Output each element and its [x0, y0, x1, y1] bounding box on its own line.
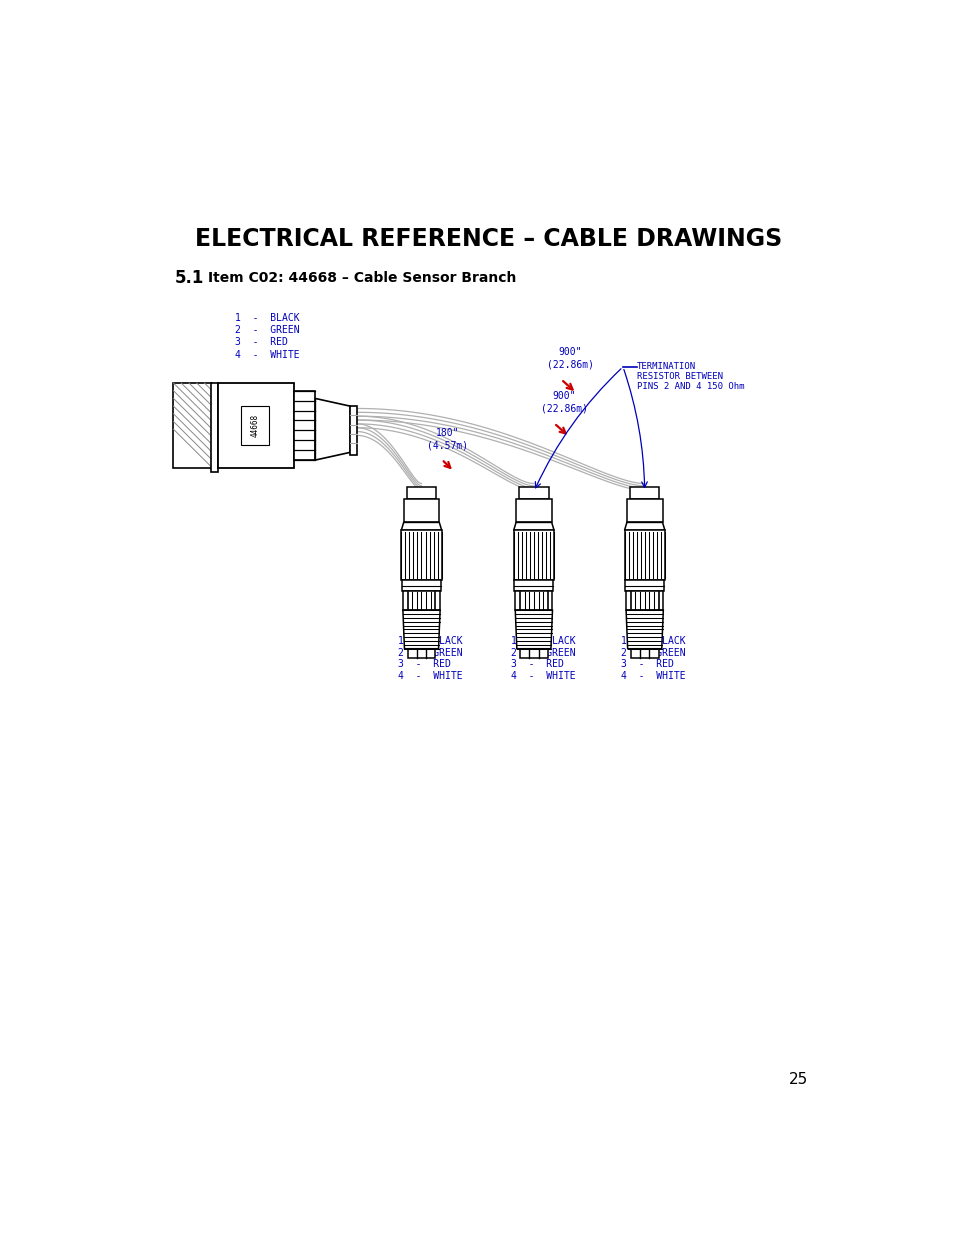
Text: 1  -  BLACK: 1 - BLACK — [235, 312, 300, 322]
Text: 5.1: 5.1 — [174, 268, 204, 287]
Bar — [624, 580, 663, 592]
Text: 180"
(4.57m): 180" (4.57m) — [427, 427, 468, 450]
Text: 25: 25 — [788, 1072, 808, 1087]
Bar — [406, 487, 436, 499]
Text: 2  -  GREEN: 2 - GREEN — [510, 647, 575, 657]
Polygon shape — [515, 610, 552, 648]
Bar — [626, 499, 661, 522]
Polygon shape — [402, 610, 439, 648]
Bar — [516, 499, 551, 522]
Bar — [211, 383, 218, 472]
Text: 900"
(22.86m): 900" (22.86m) — [540, 390, 587, 412]
Text: 1  -  BLACK: 1 - BLACK — [510, 636, 575, 646]
Bar — [624, 530, 664, 580]
Bar — [294, 390, 315, 461]
Bar — [350, 406, 356, 454]
Polygon shape — [315, 399, 350, 461]
Polygon shape — [624, 522, 664, 530]
Text: 2  -  GREEN: 2 - GREEN — [397, 647, 462, 657]
Bar — [515, 592, 552, 610]
Bar — [402, 592, 439, 610]
Text: 4  -  WHITE: 4 - WHITE — [620, 671, 685, 680]
Polygon shape — [513, 522, 554, 530]
Bar — [519, 648, 547, 658]
Bar — [518, 487, 548, 499]
Bar — [630, 648, 658, 658]
Text: PINS 2 AND 4 150 Ohm: PINS 2 AND 4 150 Ohm — [637, 383, 743, 391]
Bar — [218, 383, 294, 468]
Text: 4  -  WHITE: 4 - WHITE — [510, 671, 575, 680]
Text: 2  -  GREEN: 2 - GREEN — [620, 647, 685, 657]
Bar — [403, 499, 439, 522]
Text: ELECTRICAL REFERENCE – CABLE DRAWINGS: ELECTRICAL REFERENCE – CABLE DRAWINGS — [195, 227, 781, 251]
Text: 44668: 44668 — [250, 414, 259, 437]
Text: 900"
(22.86m): 900" (22.86m) — [546, 347, 593, 369]
Text: 3  -  RED: 3 - RED — [620, 659, 674, 669]
Bar — [407, 648, 435, 658]
Text: 1  -  BLACK: 1 - BLACK — [620, 636, 685, 646]
Bar — [241, 406, 269, 445]
Text: 3  -  RED: 3 - RED — [397, 659, 451, 669]
Text: 4  -  WHITE: 4 - WHITE — [235, 350, 300, 359]
Bar — [625, 592, 662, 610]
Bar — [514, 580, 553, 592]
Bar — [173, 383, 212, 468]
Bar — [629, 487, 659, 499]
Polygon shape — [401, 522, 441, 530]
Text: 4  -  WHITE: 4 - WHITE — [397, 671, 462, 680]
Bar — [401, 530, 441, 580]
Text: TERMINATION: TERMINATION — [637, 362, 696, 372]
Text: 3  -  RED: 3 - RED — [510, 659, 563, 669]
Bar — [402, 580, 440, 592]
Text: 3  -  RED: 3 - RED — [235, 337, 288, 347]
Text: 1  -  BLACK: 1 - BLACK — [397, 636, 462, 646]
Polygon shape — [625, 610, 662, 648]
Bar — [513, 530, 554, 580]
Text: 2  -  GREEN: 2 - GREEN — [235, 325, 300, 335]
Text: Item C02: 44668 – Cable Sensor Branch: Item C02: 44668 – Cable Sensor Branch — [208, 270, 517, 284]
Text: RESISTOR BETWEEN: RESISTOR BETWEEN — [637, 372, 722, 382]
